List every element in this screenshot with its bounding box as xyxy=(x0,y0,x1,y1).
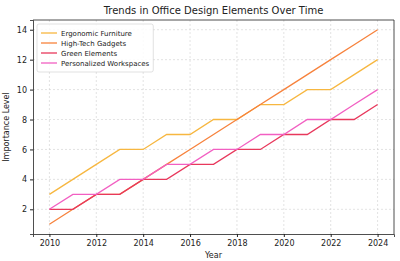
tick-mark xyxy=(30,60,33,61)
tick-label: 12 xyxy=(17,56,27,65)
tick-label: 2024 xyxy=(368,239,388,248)
chart: 2010 2012 2014 2016 2018 2020 2022 2024 2 4 6 8 10 12… xyxy=(0,0,400,261)
grid-line xyxy=(190,20,191,234)
tick-label: 2020 xyxy=(274,239,294,248)
legend-swatch xyxy=(41,62,57,63)
tick: 4 xyxy=(22,175,33,184)
tick-label: 4 xyxy=(22,175,27,184)
series-line xyxy=(49,60,377,195)
y-axis-title: Importance Level xyxy=(2,92,11,162)
x-axis-title: Year xyxy=(204,251,223,260)
axis-line xyxy=(34,235,395,238)
tick: 2018 xyxy=(227,234,247,248)
tick: 2016 xyxy=(180,234,200,248)
tick: 2024 xyxy=(368,234,388,248)
tick-mark xyxy=(30,120,33,121)
axis-line xyxy=(30,21,34,235)
tick: 2 xyxy=(22,205,33,214)
tick-label: 8 xyxy=(22,116,27,125)
legend-swatch xyxy=(41,42,57,43)
tick-label: 2014 xyxy=(133,239,153,248)
legend-swatch xyxy=(41,32,57,33)
tick-mark xyxy=(143,234,144,237)
tick: 6 xyxy=(22,146,33,155)
tick-mark xyxy=(237,234,238,237)
series-line xyxy=(49,30,377,225)
legend-label: Green Elements xyxy=(61,50,117,58)
legend-label: Personalized Workspaces xyxy=(61,60,150,68)
tick-mark xyxy=(49,234,50,237)
tick: 2012 xyxy=(87,234,107,248)
tick-label: 2018 xyxy=(227,239,247,248)
tick-mark xyxy=(331,234,332,237)
legend-label: Ergonomic Furniture xyxy=(61,30,132,38)
grid-line xyxy=(33,179,394,180)
tick-label: 10 xyxy=(17,86,27,95)
tick: 8 xyxy=(22,116,33,125)
legend-swatch xyxy=(41,52,57,53)
frame xyxy=(394,20,395,234)
series-line xyxy=(49,90,377,210)
tick-label: 6 xyxy=(22,146,27,155)
grid-line xyxy=(236,20,237,234)
tick-mark xyxy=(30,149,33,150)
tick-label: 2010 xyxy=(40,239,60,248)
tick: 2022 xyxy=(321,234,341,248)
tick-mark xyxy=(30,30,33,31)
tick-mark xyxy=(96,234,97,237)
tick: 2020 xyxy=(274,234,294,248)
tick-mark xyxy=(30,179,33,180)
tick-mark xyxy=(190,234,191,237)
plot-area: 2010 2012 2014 2016 2018 2020 2022 2024 2 4 6 8 10 12… xyxy=(17,20,395,248)
title: Trends in Office Design Elements Over Ti… xyxy=(103,5,324,16)
lines xyxy=(49,30,377,225)
tick-mark xyxy=(30,209,33,210)
grid-line xyxy=(330,20,331,234)
y-axis: 2 4 6 8 10 12 14 xyxy=(17,21,34,235)
x-axis: 2010 2012 2014 2016 2018 2020 2022 2024 xyxy=(34,234,395,248)
grid-line xyxy=(33,89,394,90)
grid xyxy=(33,20,394,234)
tick: 2010 xyxy=(40,234,60,248)
tick-mark xyxy=(378,234,379,237)
grid-line xyxy=(283,20,284,234)
tick: 14 xyxy=(17,26,33,35)
frame xyxy=(33,20,394,21)
grid-line xyxy=(33,209,394,210)
legend-frame xyxy=(37,24,153,72)
tick: 10 xyxy=(17,86,33,95)
tick-label: 2016 xyxy=(180,239,200,248)
tick-label: 2012 xyxy=(87,239,107,248)
tick-mark xyxy=(30,90,33,91)
tick-mark xyxy=(284,234,285,237)
legend-label: High-Tech Gadgets xyxy=(61,40,127,48)
tick: 2014 xyxy=(133,234,153,248)
legend: Ergonomic Furniture High-Tech Gadgets Gree… xyxy=(37,24,153,72)
grid-line xyxy=(377,20,378,234)
tick: 12 xyxy=(17,56,33,65)
tick-label: 14 xyxy=(17,26,27,35)
tick-label: 2 xyxy=(22,205,27,214)
tick-label: 2022 xyxy=(321,239,341,248)
